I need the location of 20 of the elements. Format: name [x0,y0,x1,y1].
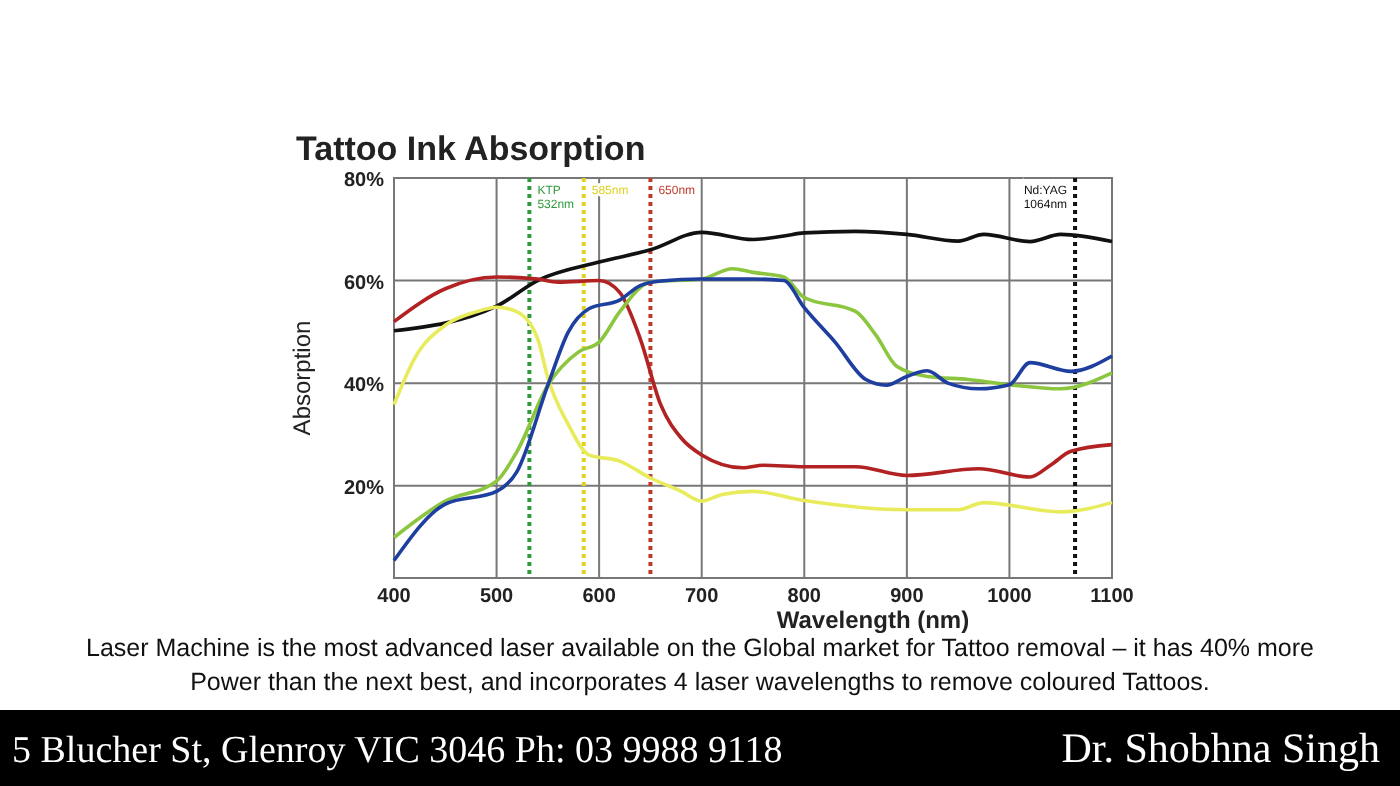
x-tick-label: 1000 [987,586,1033,608]
x-tick-label: 1100 [1090,586,1135,608]
y-tick-label: 40% [343,375,385,398]
chart-title: Tattoo Ink Absorption [296,130,646,168]
x-tick-label: 800 [787,586,822,608]
x-tick-label: 900 [890,586,925,608]
y-axis-title: Absorption [288,320,316,436]
line-series [392,305,1114,514]
y-tick-label: 80% [343,170,385,192]
x-axis-title: Wavelength (nm) [776,606,970,634]
text: Dr. Shobhna Singh [1061,724,1381,772]
y-tick-label: 20% [343,477,385,500]
line-series [392,275,1114,479]
x-tick-label: 400 [377,586,412,608]
x-tick-label: 500 [479,586,515,608]
x-tick-label: 600 [582,586,617,608]
text: Laser Machine is the most advanced laser available on the Global market for Tattoo removal – it has 40% more Power than the next best, and incorporates 4 laser wavelengths to remove coloured Tattoos. [86,634,1315,696]
x-tick-label: 700 [685,586,720,608]
text: 5 Blucher St, Glenroy VIC 3046 Ph: 03 9988 9118 [12,730,783,772]
y-tick-label: 60% [343,272,385,295]
